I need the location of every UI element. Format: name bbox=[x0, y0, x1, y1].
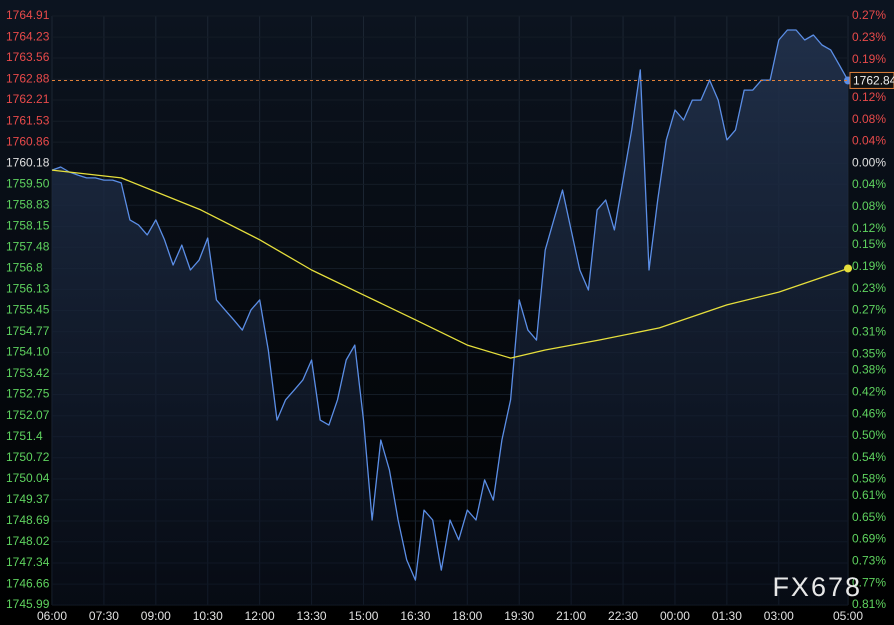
x-tick-label: 01:30 bbox=[712, 609, 742, 623]
y-tick-label: 1764.91 bbox=[6, 8, 50, 22]
y2-tick-label: 0.04% bbox=[852, 177, 886, 191]
x-tick-label: 05:00 bbox=[833, 609, 863, 623]
labels: 06:00 07:30 09:00 10:30 12:00 13:30 15:00 16:30… bbox=[6, 8, 894, 623]
y-tick-label: 1753.42 bbox=[6, 366, 50, 380]
y-tick-label: 1756.13 bbox=[6, 282, 50, 296]
last-point bbox=[844, 264, 852, 273]
y2-tick-label: 0.38% bbox=[852, 363, 886, 377]
x-tick-label: 06:00 bbox=[37, 609, 67, 623]
y-tick-label: 1758.83 bbox=[6, 197, 50, 211]
y2-tick-label: 0.58% bbox=[852, 472, 886, 486]
y-tick-label: 1762.21 bbox=[6, 92, 50, 106]
y-tick-label: 1754.10 bbox=[6, 345, 50, 359]
y-tick-label: 1751.4 bbox=[6, 429, 43, 443]
y2-tick-label: 0.23% bbox=[852, 281, 886, 295]
y-tick-label: 1760.86 bbox=[6, 134, 50, 148]
x-tick-label: 16:30 bbox=[400, 609, 430, 623]
y-tick-label: 1748.69 bbox=[6, 513, 50, 527]
x-tick-label: 18:00 bbox=[452, 609, 482, 623]
y-tick-label: 1745.99 bbox=[6, 597, 50, 611]
y-tick-label: 1757.48 bbox=[6, 239, 50, 253]
y-tick-label: 1750.72 bbox=[6, 450, 50, 464]
x-tick-label: 21:00 bbox=[556, 609, 586, 623]
y-tick-label: 1748.02 bbox=[6, 534, 50, 548]
y2-tick-label: 0.12% bbox=[852, 90, 886, 104]
y2-tick-label: 0.42% bbox=[852, 384, 886, 398]
y2-tick-label: 0.50% bbox=[852, 428, 886, 442]
y2-tick-label: 0.27% bbox=[852, 8, 886, 22]
x-tick-label: 09:00 bbox=[141, 609, 171, 623]
y2-tick-label: 0.46% bbox=[852, 406, 886, 420]
y2-tick-label: 0.77% bbox=[852, 575, 886, 589]
y-tick-label: 1754.77 bbox=[6, 324, 50, 338]
y2-tick-label: 0.54% bbox=[852, 450, 886, 464]
y-tick-label: 1759.50 bbox=[6, 177, 50, 191]
y-tick-label: 1760.18 bbox=[6, 155, 50, 169]
y2-tick-label: 0.19% bbox=[852, 52, 886, 66]
y2-tick-label: 0.19% bbox=[852, 259, 886, 273]
x-tick-label: 10:30 bbox=[193, 609, 223, 623]
x-tick-label: 15:00 bbox=[348, 609, 378, 623]
y2-tick-label: 0.23% bbox=[852, 30, 886, 44]
y-tick-label: 1756.8 bbox=[6, 261, 43, 275]
y-tick-label: 1752.75 bbox=[6, 387, 50, 401]
y2-tick-label: 0.15% bbox=[852, 237, 886, 251]
y2-tick-label: 0.27% bbox=[852, 303, 886, 317]
y-tick-label: 1752.07 bbox=[6, 408, 50, 422]
y2-tick-label: 0.31% bbox=[852, 324, 886, 338]
y2-tick-label: 0.12% bbox=[852, 221, 886, 235]
price-tag: 1762.84 bbox=[853, 74, 894, 88]
y2-tick-label: 0.00% bbox=[852, 155, 886, 169]
y-tick-label: 1761.53 bbox=[6, 113, 50, 127]
price-tag-box bbox=[849, 71, 894, 89]
y-tick-label: 1763.56 bbox=[6, 50, 50, 64]
y2-tick-label: 0.73% bbox=[852, 554, 886, 568]
x-tick-label: 22:30 bbox=[608, 609, 638, 623]
y-tick-label: 1750.04 bbox=[6, 471, 50, 485]
y2-tick-label: 0.04% bbox=[852, 134, 886, 148]
y-tick-label: 1746.66 bbox=[6, 576, 50, 590]
y2-tick-label: 0.69% bbox=[852, 532, 886, 546]
y-tick-label: 1762.88 bbox=[6, 71, 50, 85]
y2-tick-label: 0.35% bbox=[852, 346, 886, 360]
x-tick-label: 07:30 bbox=[89, 609, 119, 623]
x-tick-label: 12:00 bbox=[245, 609, 275, 623]
y-tick-label: 1764.23 bbox=[6, 29, 50, 43]
series-line bbox=[51, 29, 849, 581]
marks bbox=[51, 29, 852, 605]
watermark: FX678 bbox=[772, 572, 862, 602]
x-tick-label: 19:30 bbox=[504, 609, 534, 623]
y2-tick-label: 0.81% bbox=[852, 597, 886, 611]
x-tick-label: 00:00 bbox=[660, 609, 690, 623]
price-area bbox=[52, 30, 848, 605]
y2-tick-label: 0.08% bbox=[852, 112, 886, 126]
y2-tick-label: 0.65% bbox=[852, 510, 886, 524]
x-tick-label: 13:30 bbox=[297, 609, 327, 623]
y-tick-label: 1747.34 bbox=[6, 555, 50, 569]
y-tick-label: 1758.15 bbox=[6, 219, 50, 233]
y2-tick-label: 0.08% bbox=[852, 199, 886, 213]
x-tick-label: 03:00 bbox=[764, 609, 794, 623]
y2-tick-label: 0.61% bbox=[852, 488, 886, 502]
series-line bbox=[51, 169, 849, 359]
y-tick-label: 1755.45 bbox=[6, 303, 50, 317]
y-tick-label: 1749.37 bbox=[6, 492, 50, 506]
